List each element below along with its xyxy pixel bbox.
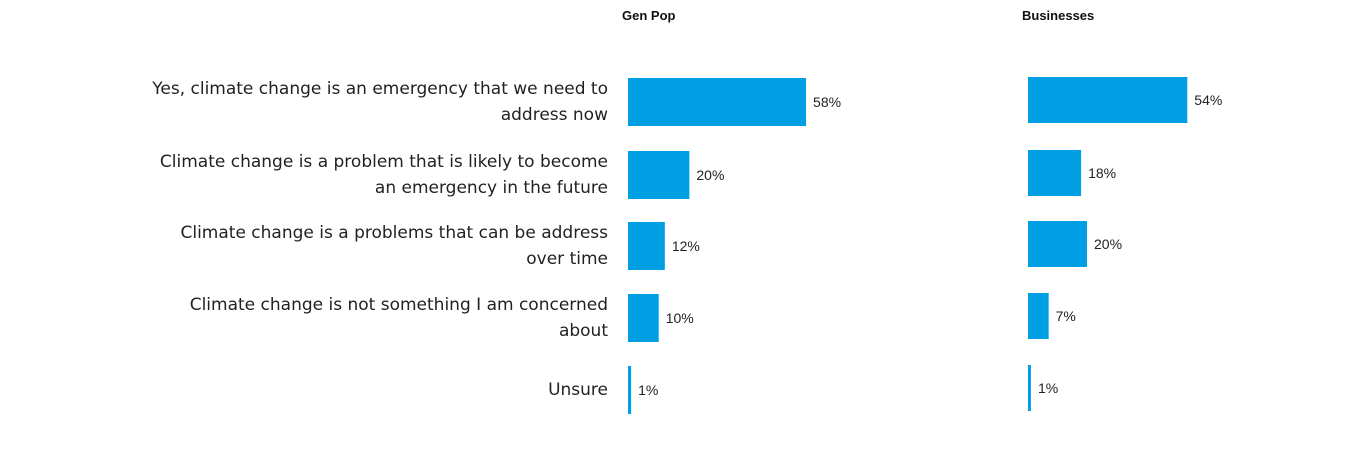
category-label-line: Climate change is a problems that can be… (180, 223, 608, 243)
category-label-line: Yes, climate change is an emergency that… (152, 79, 608, 99)
category-label: Climate change is a problems that can be… (138, 220, 608, 272)
bar (1028, 221, 1087, 267)
category-label: Climate change is not something I am con… (138, 292, 608, 344)
category-label: Climate change is a problem that is like… (138, 149, 608, 201)
data-label: 18% (1088, 165, 1116, 181)
data-label: 58% (813, 94, 841, 110)
data-label: 20% (696, 167, 724, 183)
data-label: 54% (1194, 92, 1222, 108)
bar (628, 294, 659, 342)
category-label-line: Climate change is not something I am con… (189, 295, 608, 315)
bar (1028, 293, 1049, 339)
category-label-line: Climate change is a problem that is like… (159, 152, 608, 172)
data-label: 1% (638, 382, 658, 398)
bar (628, 366, 632, 414)
panel-title-businesses: Businesses (1022, 8, 1095, 23)
category-label-line: over time (526, 249, 608, 269)
category-label-line: address now (500, 105, 608, 125)
data-label: 20% (1094, 236, 1122, 252)
data-label: 7% (1056, 308, 1076, 324)
bar (1028, 150, 1082, 196)
data-label: 10% (666, 310, 694, 326)
bar (628, 151, 690, 199)
category-label-line: Unsure (548, 380, 608, 400)
bar (628, 222, 665, 270)
category-label-line: about (558, 321, 608, 341)
data-label: 12% (672, 238, 700, 254)
panel-title-gen-pop: Gen Pop (622, 8, 676, 23)
bar (1028, 77, 1188, 123)
data-label: 1% (1038, 380, 1058, 396)
category-label: Yes, climate change is an emergency that… (138, 76, 608, 128)
bar (1028, 365, 1031, 411)
category-label-line: an emergency in the future (374, 178, 608, 198)
bar (628, 78, 807, 126)
category-label: Unsure (138, 377, 608, 403)
